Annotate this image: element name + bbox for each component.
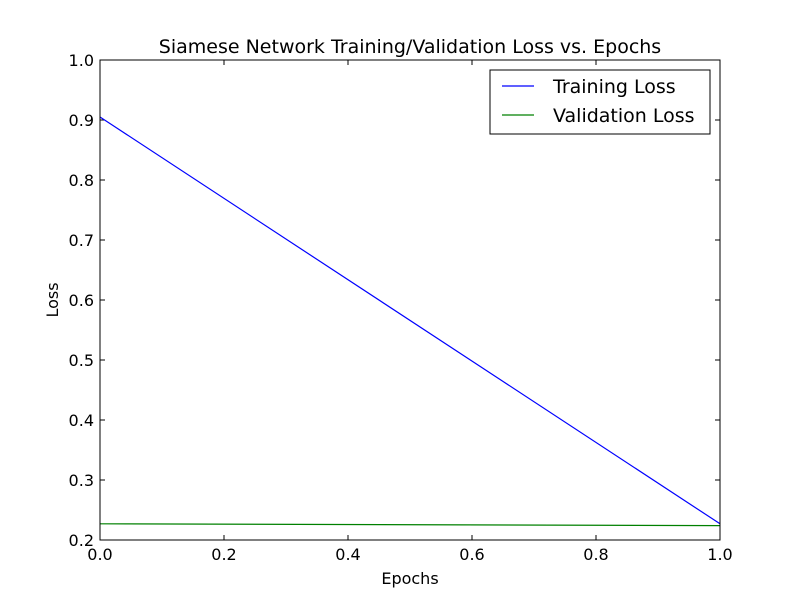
x-tick-label: 0.2 bbox=[211, 545, 236, 564]
y-tick-label: 0.2 bbox=[69, 531, 94, 550]
chart-title: Siamese Network Training/Validation Loss… bbox=[159, 36, 661, 58]
plot-frame bbox=[99, 59, 721, 541]
y-tick-label: 0.7 bbox=[69, 231, 94, 250]
x-tick-label: 0.0 bbox=[87, 545, 112, 564]
y-tick-label: 0.6 bbox=[69, 291, 94, 310]
y-tick-label: 0.9 bbox=[69, 111, 94, 130]
legend-box bbox=[489, 69, 711, 135]
x-axis-title: Epochs bbox=[381, 569, 438, 588]
training-loss-line bbox=[99, 116, 721, 525]
axis-ticks: 0.0 0.2 0.4 0.6 0.8 1.00.20.30.40.50.60.70.80… bbox=[69, 51, 733, 564]
y-tick-label: 0.3 bbox=[69, 471, 94, 490]
y-tick-label: 0.4 bbox=[69, 411, 94, 430]
x-tick-label: 0.8 bbox=[583, 545, 608, 564]
y-tick-label: 0.5 bbox=[69, 351, 94, 370]
legend-label-validation-loss: Validation Loss bbox=[553, 105, 695, 127]
x-tick-label: 1.0 bbox=[707, 545, 732, 564]
legend-label-training-loss: Training Loss bbox=[552, 76, 676, 98]
y-tick-label: 1.0 bbox=[69, 51, 94, 70]
validation-loss-line bbox=[99, 523, 721, 527]
series-lines bbox=[99, 116, 721, 527]
legend: Training Loss Validation Loss bbox=[489, 69, 711, 135]
x-tick-label: 0.6 bbox=[459, 545, 484, 564]
y-axis-title: Loss bbox=[43, 282, 62, 317]
x-tick-label: 0.4 bbox=[335, 545, 360, 564]
y-tick-label: 0.8 bbox=[69, 171, 94, 190]
